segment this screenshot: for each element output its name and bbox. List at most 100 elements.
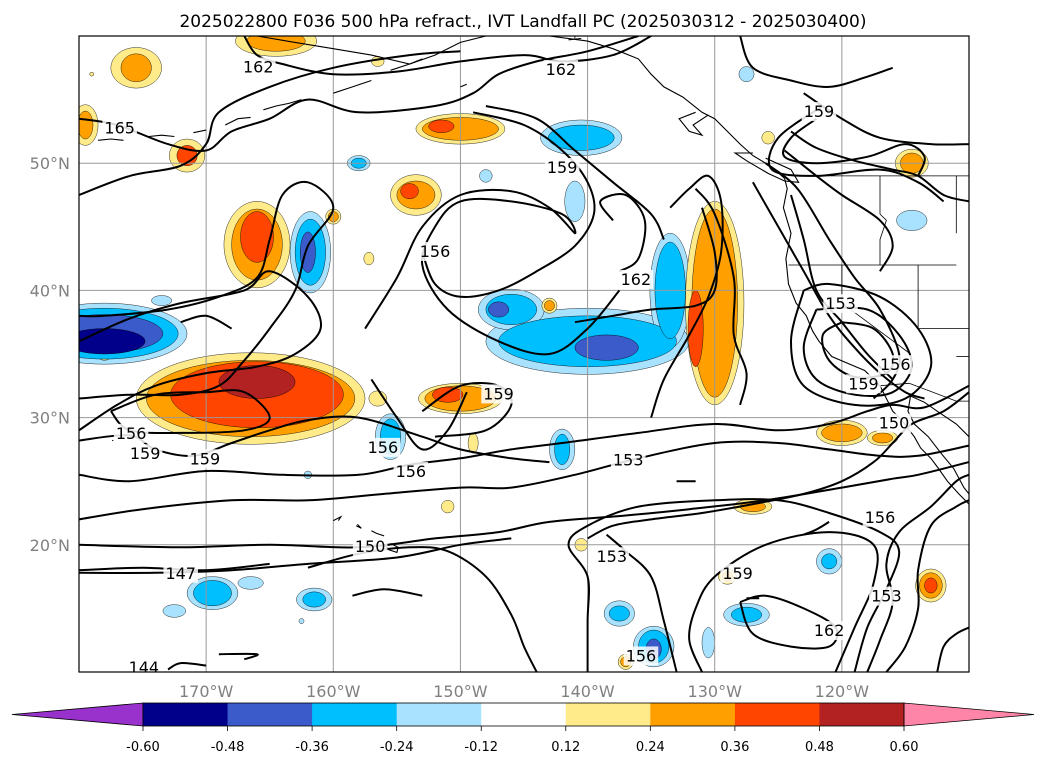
contour-label-bg <box>127 444 163 464</box>
contour-label: 156 <box>368 438 399 457</box>
shaded-anomaly-24 <box>162 604 187 618</box>
coastline <box>678 111 709 137</box>
colorbar-segment <box>734 703 820 726</box>
contour-line <box>605 533 678 672</box>
contour-label-bg <box>417 241 453 261</box>
shaded-anomaly-60 <box>547 124 615 151</box>
coastline <box>333 79 372 94</box>
contour-line <box>694 187 748 406</box>
colorbar-segment <box>312 703 398 726</box>
map-frame <box>78 35 970 673</box>
contour-line <box>739 36 894 88</box>
lon-tick-label: 140°W <box>560 682 615 701</box>
contour-label-bg <box>126 657 162 672</box>
contour-label: 156 <box>420 242 451 261</box>
contour-line <box>587 391 969 540</box>
shaded-anomaly-47 <box>441 500 455 514</box>
contour-label-bg <box>720 563 755 583</box>
colorbar-segment <box>396 703 482 726</box>
contour-label: 162 <box>621 270 652 289</box>
contour-line <box>650 174 724 418</box>
shaded-anomaly-30 <box>298 618 305 624</box>
shaded-anomaly-96 <box>687 290 704 367</box>
contour-label-bg <box>877 355 913 375</box>
shaded-anomaly-99 <box>79 328 146 355</box>
contour-line <box>218 652 259 661</box>
lat-tick-label: 20°N <box>30 536 70 555</box>
colorbar: -0.60 -0.48 -0.36 -0.24 -0.12 0.12 0.24 0.36 0.4… <box>11 702 1035 755</box>
coastline <box>333 515 343 522</box>
contour-line <box>79 180 335 400</box>
contour-label: 162 <box>814 621 845 640</box>
contour-label: 159 <box>848 374 879 393</box>
contour-line <box>79 461 969 549</box>
contour-label: 165 <box>104 119 135 138</box>
shaded-anomaly-79 <box>872 432 893 444</box>
coastline <box>460 83 468 88</box>
shaded-anomaly-89 <box>428 119 455 133</box>
contour-label-bg <box>811 621 847 641</box>
colorbar-tick-label: -0.36 <box>295 740 329 755</box>
contour-label: 159 <box>483 384 514 403</box>
colorbar-extend-low <box>11 702 144 727</box>
lat-tick-label: 50°N <box>30 154 70 173</box>
contour-label: 147 <box>165 564 196 583</box>
coastline <box>224 116 251 126</box>
contour-label-bg <box>163 563 198 583</box>
lat-tick-label: 30°N <box>30 409 70 428</box>
contour-line <box>79 50 461 196</box>
contour-line <box>866 473 969 672</box>
contour-label: 159 <box>804 102 835 121</box>
shaded-anomaly-18 <box>89 71 94 77</box>
contour-line <box>936 626 969 672</box>
coastline <box>390 58 423 71</box>
contour-line <box>790 130 969 203</box>
contour-label: 144 <box>129 658 160 677</box>
contour-line <box>79 384 969 483</box>
colorbar-tick-label: -0.24 <box>380 740 414 755</box>
contour-line <box>421 111 596 298</box>
shaded-anomaly-98 <box>924 577 938 594</box>
lon-tick-label: 150°W <box>433 682 488 701</box>
contour-label-bg <box>393 462 429 482</box>
shaded-anomaly-90 <box>400 183 419 200</box>
contour-line <box>574 207 718 324</box>
contour-label: 150 <box>879 414 910 433</box>
shaded-anomaly-55 <box>79 110 94 140</box>
coastline <box>98 138 124 141</box>
contour-line <box>764 162 901 400</box>
contour-label: 162 <box>546 60 577 79</box>
contour-label-bg <box>102 118 137 138</box>
shaded-anomaly-88 <box>300 231 316 273</box>
colorbar-segment <box>650 703 736 726</box>
contour-label: 153 <box>613 451 644 470</box>
colorbar-segment <box>565 703 651 726</box>
colorbar-tick-label: 0.60 <box>890 740 919 755</box>
contour-label: 156 <box>396 462 427 481</box>
contour-line <box>79 440 969 521</box>
shaded-anomaly-48 <box>761 131 775 145</box>
contour-label-bg <box>876 413 912 433</box>
colorbar-tick-label: -0.48 <box>211 740 245 755</box>
shaded-anomaly-76 <box>821 553 837 570</box>
contour-label: 159 <box>130 444 161 463</box>
border-line <box>879 213 887 265</box>
contour-line <box>79 36 639 153</box>
latitude-axis: 50°N 40°N 30°N 20°N <box>30 154 70 555</box>
shaded-anomaly-28 <box>701 627 715 659</box>
contour-line <box>767 105 945 203</box>
contour-label-bg <box>846 374 881 394</box>
colorbar-tick-label: 0.36 <box>720 740 749 755</box>
shaded-anomaly-95 <box>488 301 509 318</box>
lon-tick-label: 160°W <box>306 682 361 701</box>
contour-label-bg <box>618 269 654 289</box>
colorbar-tick-label: -0.60 <box>126 740 160 755</box>
contour-label-bg <box>365 437 401 457</box>
shaded-anomaly-73 <box>608 605 630 622</box>
map-panel: 162 162 165 159 159 156 162 153 156 159 150 159 156 1… <box>78 35 970 677</box>
shaded-anomaly-49 <box>738 66 755 82</box>
contour-line <box>803 521 830 536</box>
shaded-anomaly-87 <box>240 211 274 263</box>
contour-line <box>782 117 926 177</box>
contour-line <box>790 282 933 407</box>
